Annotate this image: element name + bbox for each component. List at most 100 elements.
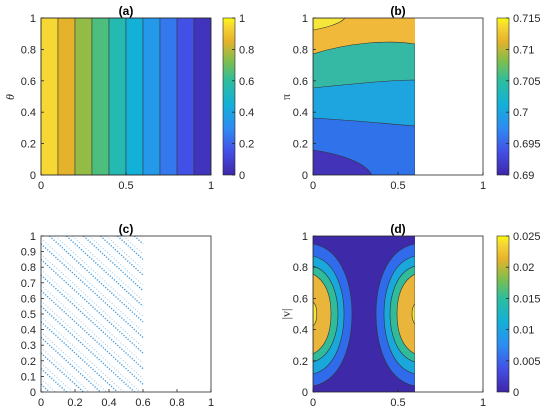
panel-a-colorbar-tick-label: 0: [239, 170, 245, 182]
panel-c-streak: [72, 235, 144, 302]
panel-a-ylabel: θ: [3, 94, 17, 100]
panel-a-ytick-label: 0.2: [21, 139, 36, 151]
panel-c-streak: [55, 235, 144, 317]
panel-d-colorbar-tick-label: 0.025: [513, 231, 541, 243]
panel-b-colorbar-tick-label: 0.705: [513, 76, 541, 88]
panel-c-streak: [40, 347, 90, 393]
panel-c-scatter-streaks: [40, 235, 144, 393]
panel-d-colorbar-tick-label: 0: [513, 387, 519, 399]
panel-d: (d) |v| 0 0.5 1 0 0.2 0.4 0.6 0.8 1 0 0.005 0.01 0…: [279, 222, 541, 409]
panel-c-ytick-label: 0.8: [21, 262, 36, 274]
panel-a-ytick-label: 0.4: [21, 107, 36, 119]
panel-d-ylabel: |v|: [279, 309, 293, 320]
panel-a-xtick-label: 0: [38, 180, 44, 192]
panel-c-streak: [123, 235, 144, 255]
panel-d-ytick-label: 0: [302, 387, 308, 399]
panel-c-ytick-label: 0.5: [21, 309, 36, 321]
panel-a-xtick-label: 1: [208, 180, 214, 192]
panel-a-colorbar-tick-label: 0.8: [239, 44, 254, 56]
panel-a-colorbar-tick-label: 0.2: [239, 139, 254, 151]
panel-a-title: (a): [119, 4, 134, 18]
panel-b-ytick-label: 0.2: [293, 139, 308, 151]
panel-a-band: [74, 17, 93, 176]
panel-c-streak: [40, 362, 73, 393]
panel-c-streak: [40, 238, 144, 333]
panel-c-ytick-label: 0: [30, 387, 36, 399]
panel-c-ytick-label: 0.9: [21, 247, 36, 259]
panel-d-ytick-label: 0.6: [293, 293, 308, 305]
panel-a-band: [40, 17, 59, 176]
panel-a-contour-bands: [40, 17, 212, 176]
panel-d-contours: [313, 236, 415, 392]
panel-a-ytick-label: 0.8: [21, 44, 36, 56]
panel-c-streak: [40, 383, 50, 393]
panel-c-streak: [134, 235, 144, 245]
panel-d-xtick-label: 0.5: [390, 397, 405, 409]
panel-b: (b) π 0 0.5 1 00.20.40.60.81 0.690.6950.70…: [279, 4, 541, 192]
panel-a-colorbar-tick-label: 1: [239, 13, 245, 25]
panel-d-title: (d): [390, 222, 405, 236]
panel-c-streak: [40, 378, 56, 393]
panel-a-colorbar-tick-label: 0.4: [239, 107, 254, 119]
panel-a-colorbar-tick-label: 0.6: [239, 76, 254, 88]
panel-b-xtick-label: 1: [480, 180, 486, 192]
panel-c-streak: [40, 269, 144, 364]
panel-c-xtick-label: 0: [38, 397, 44, 409]
panel-d-ytick-label: 0.4: [293, 325, 308, 337]
panel-c-xtick-label: 0.2: [67, 397, 82, 409]
panel-c-ytick-label: 1: [30, 231, 36, 243]
panel-c-streak: [106, 235, 144, 270]
panel-b-colorbar-tick-label: 0.695: [513, 139, 541, 151]
panel-b-contours: [313, 18, 415, 175]
band-d-right-0025: [411, 303, 415, 325]
panel-d-xtick-label: 1: [480, 397, 486, 409]
panel-a: (a) θ 0 0.5 1 0 0.2 0.4 0.6 0.8 1 0 0.2 0.4 0.6 0.8…: [3, 4, 254, 192]
panel-c-ytick-label: 0.1: [21, 371, 36, 383]
band-d-right-0020: [396, 273, 415, 355]
panel-c-streak: [40, 352, 84, 393]
panel-a-band: [142, 17, 161, 176]
panel-c-ytick-label: 0.6: [21, 293, 36, 305]
panel-a-band: [91, 17, 110, 176]
panel-c-xtick-label: 1: [208, 397, 214, 409]
panel-a-band: [125, 17, 144, 176]
panel-b-colorbar: [496, 17, 510, 176]
panel-c-streak: [89, 235, 144, 286]
panel-b-title: (b): [390, 4, 405, 18]
panel-a-xtick-label: 0.5: [118, 180, 133, 192]
panel-b-colorbar-tick-label: 0.7: [513, 107, 528, 119]
panel-b-colorbar-tick-label: 0.69: [513, 170, 534, 182]
panel-c-streak: [40, 321, 118, 393]
panel-a-colorbar: [222, 17, 236, 176]
panel-c-xtick-label: 0.8: [169, 397, 184, 409]
panel-d-colorbar: [496, 235, 510, 393]
panel-b-colorbar-tick-label: 0.71: [513, 44, 534, 56]
panel-a-band: [176, 17, 195, 176]
panel-c-xtick-label: 0.4: [101, 397, 116, 409]
panel-c-title: (c): [119, 222, 134, 236]
panel-a-ytick-label: 0.6: [21, 76, 36, 88]
panel-d-colorbar-tick-label: 0.005: [513, 356, 541, 368]
panel-c: (c) 0 0.2 0.4 0.6 0.8 1 0 0.1 0.2 0.3 0.4 0.5 0.6 0.…: [21, 222, 214, 409]
panel-c-streak: [40, 258, 144, 354]
panel-b-colorbar-tick-label: 0.715: [513, 13, 541, 25]
panel-d-colorbar-tick-label: 0.02: [513, 262, 534, 274]
panel-c-streak: [40, 331, 107, 393]
panel-b-ytick-label: 0.8: [293, 44, 308, 56]
panel-c-streak: [40, 305, 135, 393]
panel-b-ytick-label: 0: [302, 170, 308, 182]
panel-b-xtick-label: 0: [310, 180, 316, 192]
panel-d-ytick-label: 0.2: [293, 356, 308, 368]
panel-d-ytick-label: 1: [302, 231, 308, 243]
panel-d-xtick-label: 0: [310, 397, 316, 409]
panel-c-streak: [83, 235, 144, 292]
panel-c-streak: [40, 336, 101, 393]
panel-d-ytick-label: 0.8: [293, 262, 308, 274]
panel-c-ytick-label: 0.4: [21, 325, 36, 337]
panel-b-ytick-label: 1: [302, 13, 308, 25]
panel-c-xtick-label: 0.6: [135, 397, 150, 409]
band-d-left-0020: [313, 273, 332, 355]
panel-b-ytick-label: 0.6: [293, 76, 308, 88]
panel-c-streak: [40, 316, 124, 393]
